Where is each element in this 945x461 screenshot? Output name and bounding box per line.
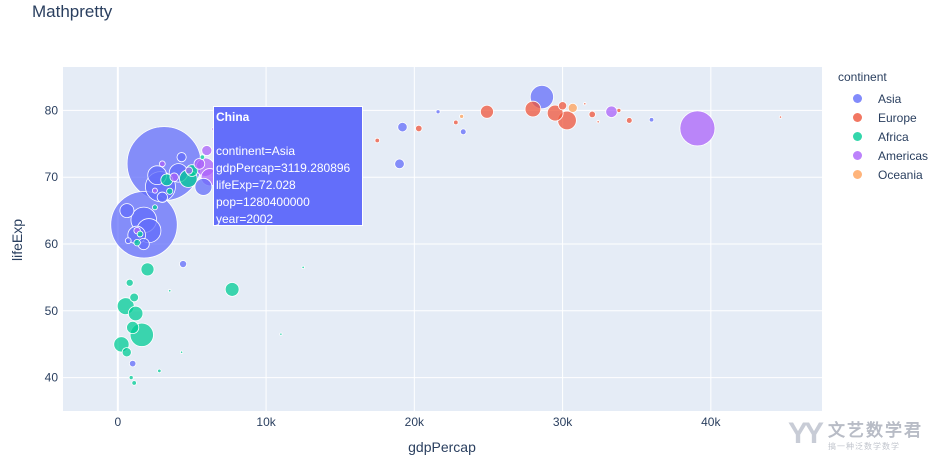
- data-point-asia[interactable]: [119, 203, 135, 219]
- data-point-africa[interactable]: [128, 375, 134, 381]
- y-axis-label: lifeExp: [9, 219, 25, 261]
- data-point-asia[interactable]: [156, 191, 168, 203]
- data-point-africa[interactable]: [157, 368, 162, 374]
- legend-item-asia[interactable]: Asia: [838, 89, 928, 108]
- tooltip-title: China: [216, 110, 250, 124]
- data-point-asia[interactable]: [129, 359, 137, 368]
- data-point-asia[interactable]: [179, 260, 188, 269]
- legend-swatch: [853, 113, 862, 122]
- legend-swatch: [853, 170, 862, 179]
- legend-swatch: [853, 132, 862, 141]
- data-point-europe[interactable]: [778, 115, 783, 119]
- data-point-americas[interactable]: [169, 172, 179, 182]
- data-point-africa[interactable]: [129, 292, 139, 303]
- legend-label: Oceania: [878, 167, 923, 182]
- legend-label: Asia: [878, 91, 902, 106]
- axis-ticks: 0 10k 20k 30k 40k 40 50 60 70 80: [45, 103, 722, 429]
- chart-title: Mathpretty: [32, 2, 113, 21]
- data-point-europe[interactable]: [616, 107, 622, 113]
- data-point-americas[interactable]: [201, 145, 213, 156]
- x-tick-label: 20k: [405, 415, 425, 429]
- data-point-europe[interactable]: [583, 102, 587, 106]
- data-point-asia[interactable]: [194, 177, 213, 196]
- x-axis-label: gdpPercap: [408, 439, 476, 455]
- data-point-africa[interactable]: [126, 320, 140, 335]
- data-point-africa[interactable]: [199, 154, 206, 160]
- data-point-asia[interactable]: [124, 237, 132, 244]
- data-point-oceania[interactable]: [459, 113, 465, 119]
- data-point-europe[interactable]: [480, 104, 494, 119]
- tooltip-line-year: year=2002: [216, 212, 274, 226]
- x-tick-label: 40k: [701, 415, 721, 429]
- legend-title: continent: [838, 70, 887, 84]
- data-point-africa[interactable]: [136, 230, 144, 238]
- tooltip-line-gdp: gdpPercap=3119.280896: [216, 161, 351, 175]
- tooltip-line-continent: continent=Asia: [216, 144, 296, 158]
- data-point-africa[interactable]: [179, 350, 184, 354]
- data-point-africa[interactable]: [127, 305, 144, 322]
- data-point-europe[interactable]: [415, 124, 423, 133]
- x-tick-label: 30k: [553, 415, 573, 429]
- data-point-africa[interactable]: [279, 332, 283, 336]
- data-point-asia[interactable]: [648, 117, 655, 123]
- data-point-asia[interactable]: [435, 109, 441, 115]
- legend-item-americas[interactable]: Americas: [838, 146, 928, 165]
- data-point-africa[interactable]: [166, 187, 174, 195]
- tooltip-line-lifeexp: lifeExp=72.028: [216, 178, 296, 192]
- y-tick-label: 80: [45, 103, 59, 117]
- data-point-africa[interactable]: [121, 347, 132, 358]
- x-tick-label: 0: [115, 415, 122, 429]
- data-point-europe[interactable]: [596, 120, 600, 124]
- legend-item-europe[interactable]: Europe: [838, 108, 928, 127]
- data-point-americas[interactable]: [151, 187, 158, 194]
- watermark: YY 文艺数学君 搞一种泛数学数学: [788, 416, 923, 452]
- data-point-asia[interactable]: [397, 121, 408, 133]
- data-point-africa[interactable]: [133, 239, 141, 247]
- legend-label: Europe: [878, 110, 917, 125]
- legend-label: Americas: [878, 148, 929, 163]
- legend-swatch: [853, 151, 862, 160]
- data-point-europe[interactable]: [588, 110, 596, 119]
- watermark-logo: YY: [788, 417, 824, 450]
- y-tick-label: 70: [45, 170, 59, 184]
- y-tick-label: 50: [45, 304, 59, 318]
- watermark-subtitle: 搞一种泛数学数学: [828, 442, 901, 451]
- watermark-title: 文艺数学君: [828, 421, 924, 440]
- legend-swatch: [853, 94, 862, 103]
- y-tick-label: 60: [45, 237, 59, 251]
- data-point-europe[interactable]: [625, 117, 633, 124]
- data-point-americas[interactable]: [605, 105, 618, 118]
- data-point-americas[interactable]: [193, 158, 206, 170]
- tooltip-line-pop: pop=1280400000: [216, 195, 310, 209]
- data-point-africa[interactable]: [131, 380, 137, 386]
- data-point-africa[interactable]: [301, 265, 305, 270]
- data-point-asia[interactable]: [176, 152, 187, 163]
- data-point-europe[interactable]: [524, 100, 542, 118]
- legend-label: Africa: [878, 129, 909, 144]
- legend: continent Asia Europe Africa Americas Oceani…: [838, 70, 928, 184]
- hover-tooltip: China continent=Asia gdpPercap=3119.2808…: [213, 106, 363, 226]
- data-point-africa[interactable]: [125, 278, 134, 287]
- y-tick-label: 40: [45, 371, 59, 385]
- legend-item-oceania[interactable]: Oceania: [838, 165, 928, 184]
- data-point-africa[interactable]: [168, 289, 172, 293]
- data-points[interactable]: [110, 85, 783, 386]
- data-point-oceania[interactable]: [567, 102, 578, 113]
- data-point-africa[interactable]: [224, 282, 240, 297]
- data-point-africa[interactable]: [140, 262, 155, 277]
- data-point-europe[interactable]: [546, 104, 564, 122]
- data-point-europe[interactable]: [558, 101, 568, 111]
- legend-item-africa[interactable]: Africa: [838, 127, 928, 146]
- data-point-europe[interactable]: [374, 137, 380, 144]
- x-tick-label: 10k: [256, 415, 276, 429]
- data-point-americas[interactable]: [185, 166, 193, 175]
- data-point-asia[interactable]: [394, 158, 405, 170]
- data-point-africa[interactable]: [151, 204, 158, 211]
- data-point-asia[interactable]: [459, 128, 467, 136]
- data-point-americas[interactable]: [158, 160, 166, 168]
- data-point-americas[interactable]: [679, 110, 716, 147]
- data-point-europe[interactable]: [453, 119, 459, 126]
